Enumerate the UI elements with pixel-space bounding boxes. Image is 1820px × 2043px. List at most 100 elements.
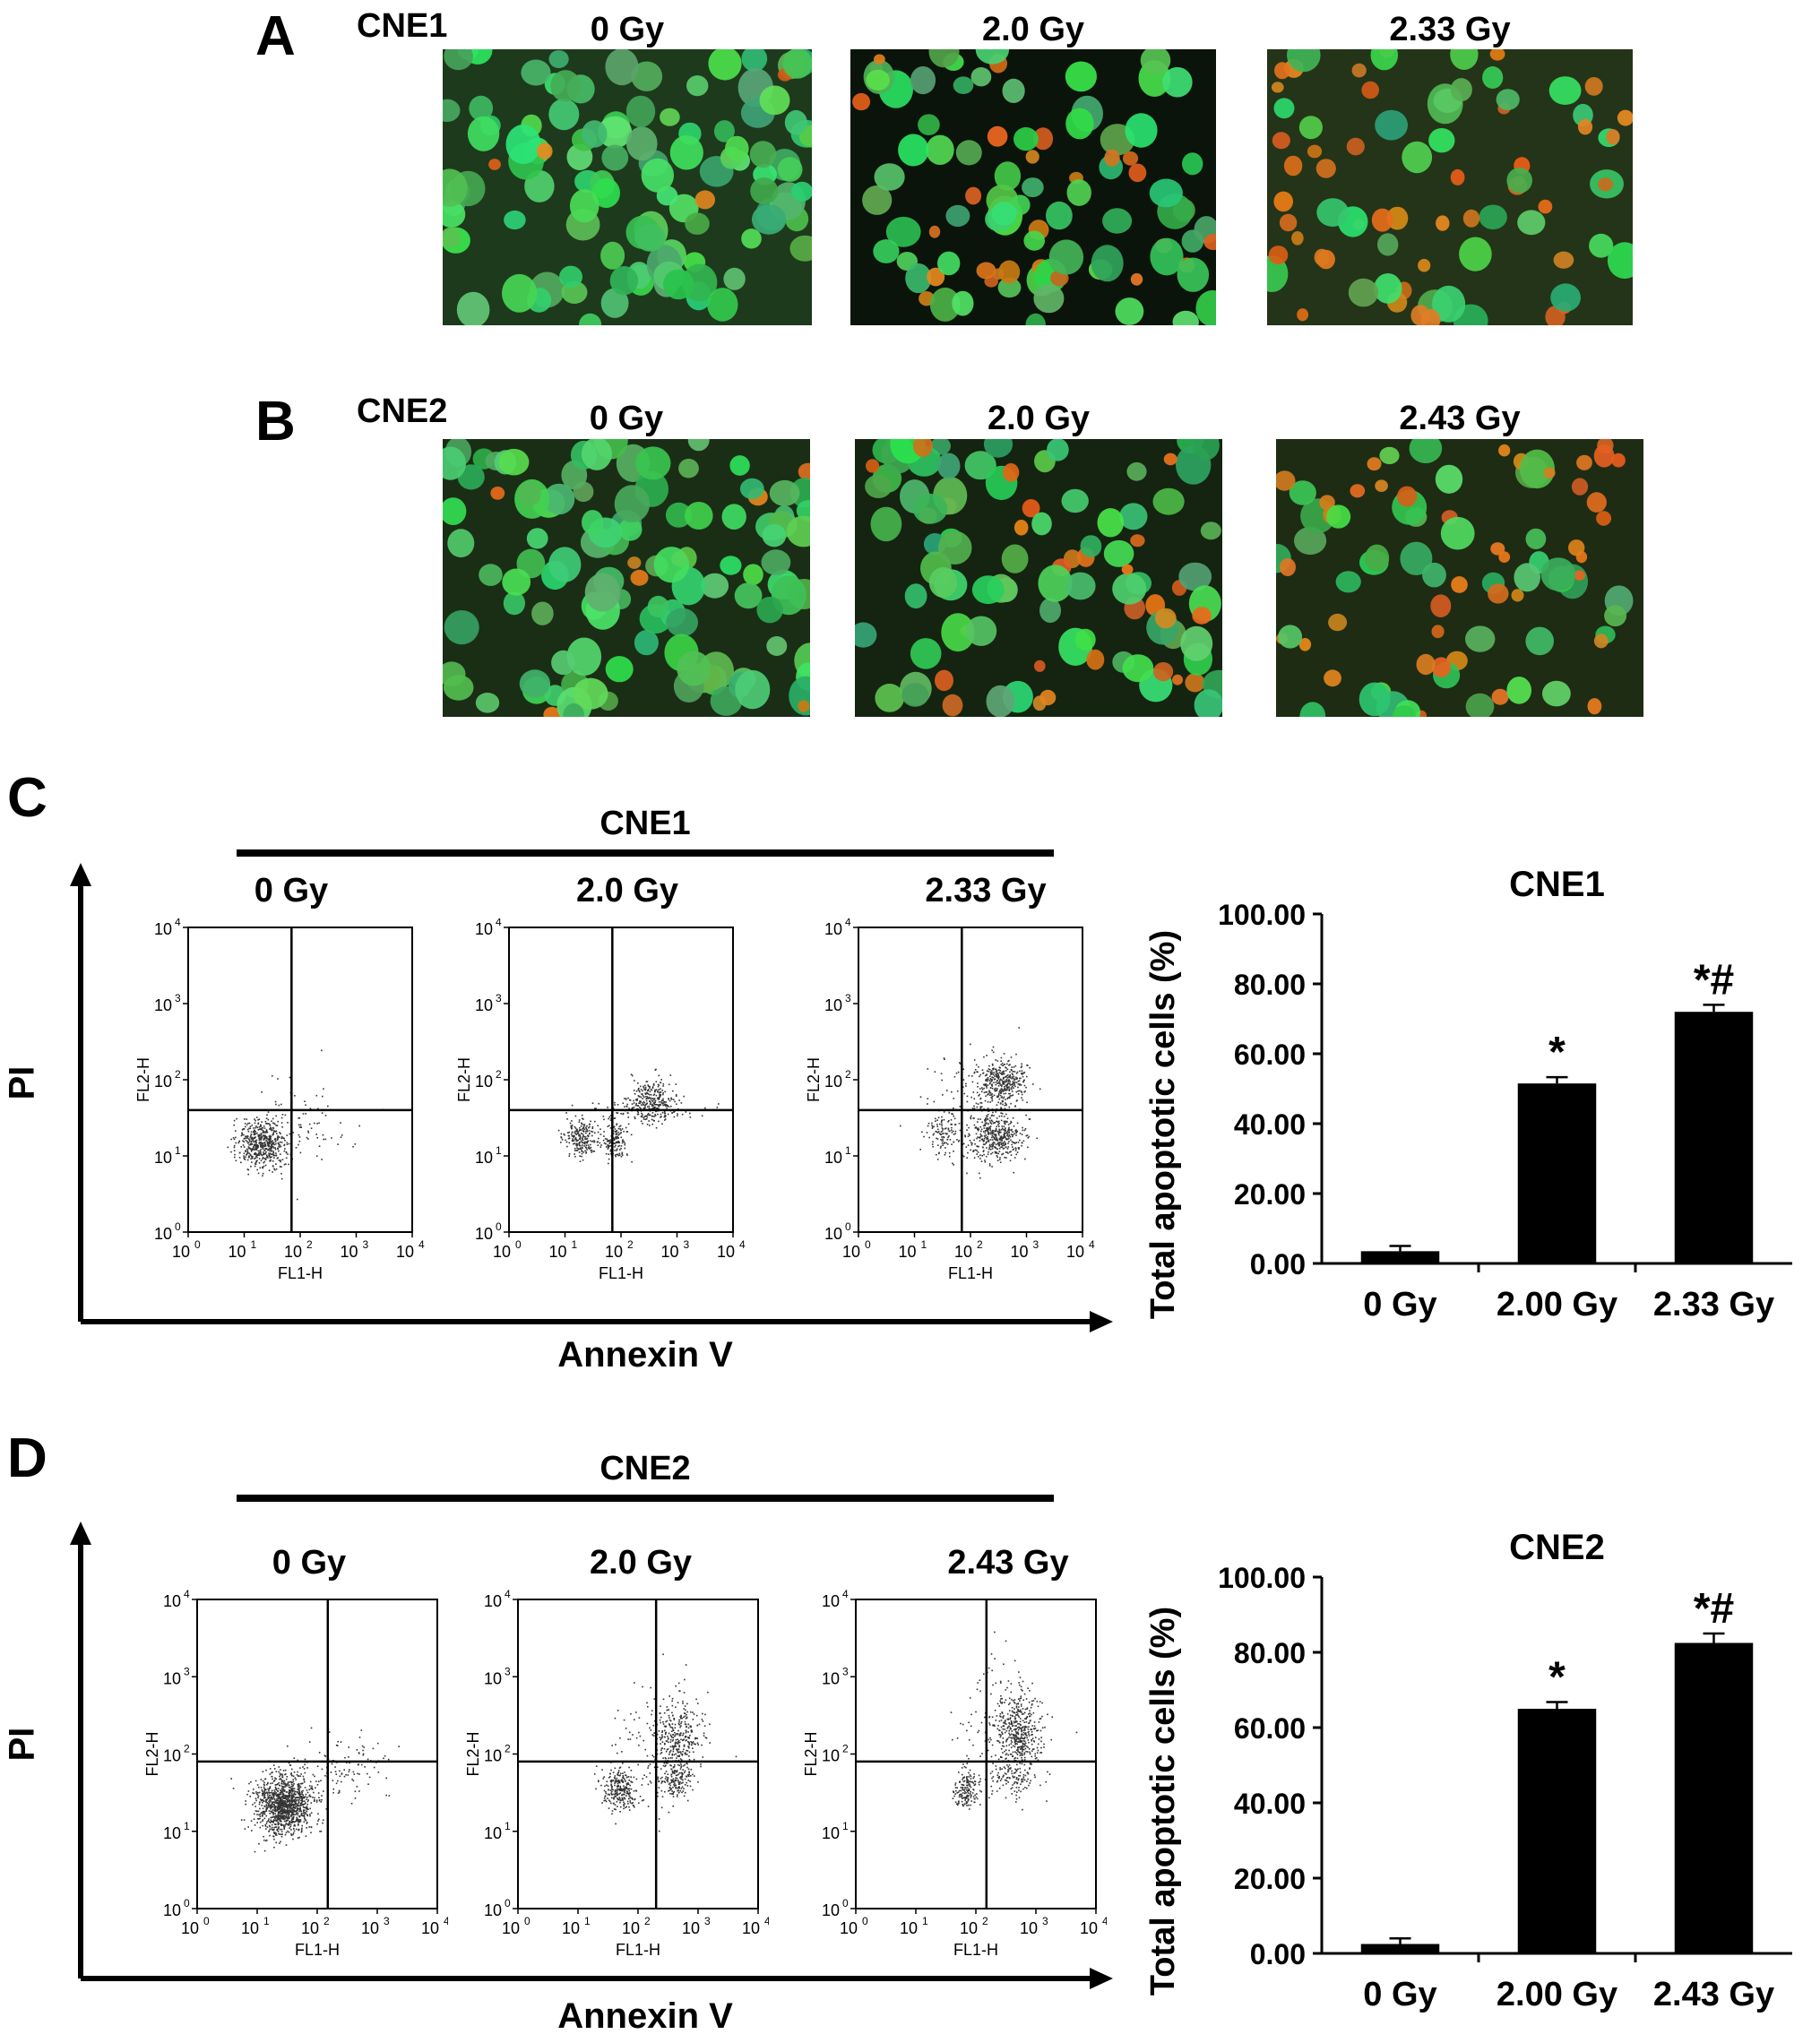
event-dot [660, 1753, 662, 1754]
event-dot [643, 1100, 645, 1103]
event-dot [624, 1106, 625, 1108]
event-dot [1005, 1157, 1007, 1159]
event-dot [279, 1793, 280, 1796]
event-dot [991, 1148, 994, 1150]
event-dot [270, 1819, 272, 1822]
event-dot [261, 1814, 263, 1815]
event-dot [703, 1735, 705, 1737]
event-dot [1011, 1085, 1014, 1088]
event-dot [246, 1152, 249, 1154]
event-dot [1008, 1096, 1011, 1099]
event-dot [639, 1796, 642, 1797]
event-dot [668, 1695, 670, 1697]
live-cell [1400, 541, 1433, 575]
event-dot [652, 1098, 654, 1099]
live-cell [1379, 446, 1400, 465]
event-dot [625, 1795, 627, 1797]
event-dot [269, 1141, 271, 1143]
apoptotic-cell [965, 186, 982, 205]
event-dot [280, 1821, 282, 1823]
event-dot [571, 1104, 574, 1107]
event-dot [293, 1793, 295, 1796]
event-dot [1004, 1122, 1005, 1125]
event-dot [269, 1825, 272, 1828]
event-dot [283, 1805, 285, 1807]
event-dot [973, 1139, 975, 1142]
live-cell [707, 288, 738, 322]
event-dot [999, 1090, 1001, 1091]
event-dot [272, 1829, 274, 1831]
event-dot [1011, 1066, 1013, 1068]
event-dot [987, 1101, 989, 1103]
event-dot [668, 1099, 669, 1100]
event-dot [278, 1818, 280, 1821]
event-dot [270, 1805, 272, 1806]
event-dot [594, 1132, 596, 1134]
event-dot [616, 1785, 618, 1788]
event-dot [650, 1094, 652, 1096]
event-dot [284, 1784, 287, 1786]
event-dot [252, 1157, 254, 1159]
event-dot [636, 1113, 639, 1116]
event-dot [306, 1807, 308, 1810]
event-dot [603, 1799, 605, 1802]
event-dot [348, 1756, 349, 1758]
event-dot [617, 1137, 619, 1139]
event-dot [986, 1129, 988, 1131]
event-dot [284, 1811, 287, 1813]
event-dot [671, 1730, 673, 1732]
event-dot [1006, 1117, 1009, 1119]
x-tick-exponent: 4 [1089, 1238, 1095, 1251]
event-dot [625, 1806, 627, 1808]
event-dot [250, 1148, 252, 1150]
event-dot [575, 1139, 577, 1141]
event-dot [954, 1130, 957, 1133]
event-dot [963, 1155, 965, 1158]
event-dot [290, 1789, 293, 1791]
live-cell [502, 568, 531, 596]
panel-c-axes [70, 863, 1113, 1332]
event-dot [300, 1829, 303, 1831]
event-dot [262, 1157, 264, 1159]
live-cell [928, 567, 958, 598]
event-dot [240, 1161, 242, 1164]
event-dot [998, 1098, 1001, 1100]
event-dot [291, 1817, 293, 1819]
event-dot [601, 1769, 603, 1771]
event-dot [647, 1090, 649, 1092]
event-dot [1015, 1082, 1018, 1083]
event-dot [282, 1809, 284, 1811]
event-dot [262, 1792, 263, 1795]
event-dot [298, 1786, 299, 1789]
event-dot [1021, 1063, 1022, 1065]
event-dot [1008, 1126, 1010, 1129]
event-dot [291, 1811, 294, 1814]
x-tick-exponent: 4 [418, 1238, 425, 1251]
live-cell [519, 669, 551, 698]
event-dot [626, 1800, 629, 1803]
event-dot [1007, 1081, 1010, 1082]
apoptotic-cell [1297, 308, 1308, 322]
x-tick-exponent: 2 [977, 1238, 983, 1251]
x-tick-label: 10 [396, 1243, 414, 1261]
event-dot [271, 1147, 272, 1149]
event-dot [282, 1781, 285, 1783]
event-dot [258, 1158, 261, 1159]
event-dot [660, 1752, 663, 1754]
event-dot [273, 1806, 275, 1808]
event-dot [609, 1115, 612, 1116]
event-dot [271, 1812, 273, 1814]
y-tick-exponent: 2 [496, 1068, 502, 1081]
event-dot [580, 1147, 582, 1149]
event-dot [255, 1144, 258, 1147]
event-dot [301, 1804, 303, 1806]
event-dot [606, 1780, 608, 1782]
x-tick-label: 10 [241, 1919, 259, 1937]
live-cell [634, 630, 659, 656]
event-dot [672, 1748, 675, 1751]
apoptotic-cell [1307, 144, 1323, 159]
event-dot [1029, 1066, 1031, 1069]
event-dot [649, 1090, 651, 1093]
event-dot [585, 1142, 587, 1143]
live-cell [669, 135, 703, 170]
